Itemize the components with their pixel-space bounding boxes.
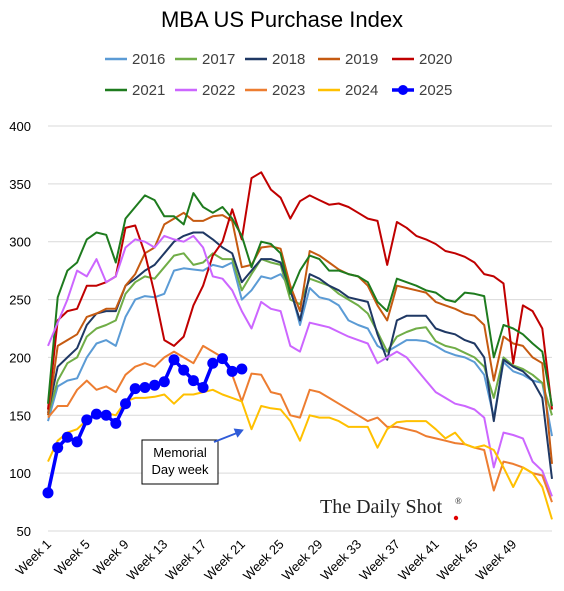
y-tick-label: 300 (9, 235, 31, 250)
legend-label-2022: 2022 (202, 82, 235, 99)
point-2025-week-4 (71, 436, 83, 448)
y-tick-label: 250 (9, 293, 31, 308)
legend-item-2020: 2020 (392, 51, 452, 68)
point-2025-week-2 (52, 442, 64, 454)
point-2025-week-13 (158, 376, 170, 388)
legend-item-2019: 2019 (318, 51, 378, 68)
point-2025-week-7 (100, 409, 112, 421)
legend-label-2025: 2025 (419, 82, 452, 99)
series-line-2020 (47, 171, 553, 410)
point-2025-week-11 (139, 382, 151, 394)
point-2025-week-17 (197, 382, 209, 394)
series-line-2024 (47, 388, 553, 520)
y-tick-label: 200 (9, 350, 31, 365)
series-2025 (42, 353, 248, 499)
series-2019 (47, 211, 553, 464)
legend-label-2023: 2023 (272, 82, 305, 99)
point-2025-week-1 (42, 487, 54, 499)
point-2025-week-16 (187, 375, 199, 387)
legend-label-2018: 2018 (272, 51, 305, 68)
legend-item-2023: 2023 (245, 82, 305, 99)
series-2017 (47, 252, 553, 416)
y-tick-label: 50 (17, 524, 31, 539)
series-line-2016 (47, 261, 553, 437)
legend-label-2016: 2016 (132, 51, 165, 68)
legend-item-2022: 2022 (175, 82, 235, 99)
series-2021 (47, 192, 553, 407)
series-2022 (47, 234, 553, 497)
annotation-text: Memorial (153, 445, 207, 460)
annotation-text: Day week (151, 462, 209, 477)
point-2025-week-14 (168, 354, 180, 366)
series-2016 (47, 261, 553, 437)
point-2025-week-5 (81, 414, 93, 426)
point-2025-week-10 (129, 383, 141, 395)
point-2025-week-9 (120, 398, 132, 410)
legend-label-2020: 2020 (419, 51, 452, 68)
point-2025-week-21 (236, 363, 248, 375)
point-2025-week-3 (61, 431, 73, 443)
brand-registered: ® (455, 496, 462, 506)
legend-item-2017: 2017 (175, 51, 235, 68)
branding: The Daily Shot ® (320, 496, 462, 521)
point-2025-week-20 (226, 365, 238, 377)
point-2025-week-19 (216, 353, 228, 365)
legend-label-2021: 2021 (132, 82, 165, 99)
legend-item-2021: 2021 (105, 82, 165, 99)
point-2025-week-8 (110, 417, 122, 429)
legend-label-2019: 2019 (345, 51, 378, 68)
annotation-layer: Memorial Day week (141, 428, 244, 485)
y-tick-label: 400 (9, 119, 31, 134)
series-line-2017 (47, 252, 553, 416)
point-2025-week-18 (207, 357, 219, 369)
legend-item-2024: 2024 (318, 82, 378, 99)
legend-item-2025: 2025 (392, 82, 452, 99)
series-2018 (47, 231, 553, 480)
annotation-box (141, 439, 219, 485)
point-2025-week-12 (149, 379, 161, 391)
point-2025-week-6 (90, 408, 102, 420)
legend-item-2018: 2018 (245, 51, 305, 68)
annotation-arrow-head (233, 428, 244, 438)
series-layer (42, 171, 553, 520)
legend-item-2016: 2016 (105, 51, 165, 68)
point-2025-week-15 (178, 364, 190, 376)
legend-label-2024: 2024 (345, 82, 378, 99)
legend: 2016 2017 2018 2019 2020 2021 2022 2023 2024 2025 (105, 51, 452, 99)
legend-label-2017: 2017 (202, 51, 235, 68)
brand-dot (453, 515, 459, 521)
brand-text: The Daily Shot (320, 496, 443, 518)
series-line-2018 (47, 231, 553, 480)
y-tick-label: 100 (9, 466, 31, 481)
annotation-arrow-line (213, 431, 239, 443)
y-tick-label: 350 (9, 177, 31, 192)
series-2020 (47, 171, 553, 410)
legend-marker-2025 (398, 85, 408, 95)
chart-title: MBA US Purchase Index (161, 7, 403, 32)
y-tick-label: 150 (9, 408, 31, 423)
series-line-2022 (47, 234, 553, 497)
series-line-2021 (47, 192, 553, 407)
series-2024 (47, 388, 553, 520)
series-line-2019 (47, 211, 553, 464)
annotation-memorial-day: Memorial Day week (141, 428, 244, 485)
